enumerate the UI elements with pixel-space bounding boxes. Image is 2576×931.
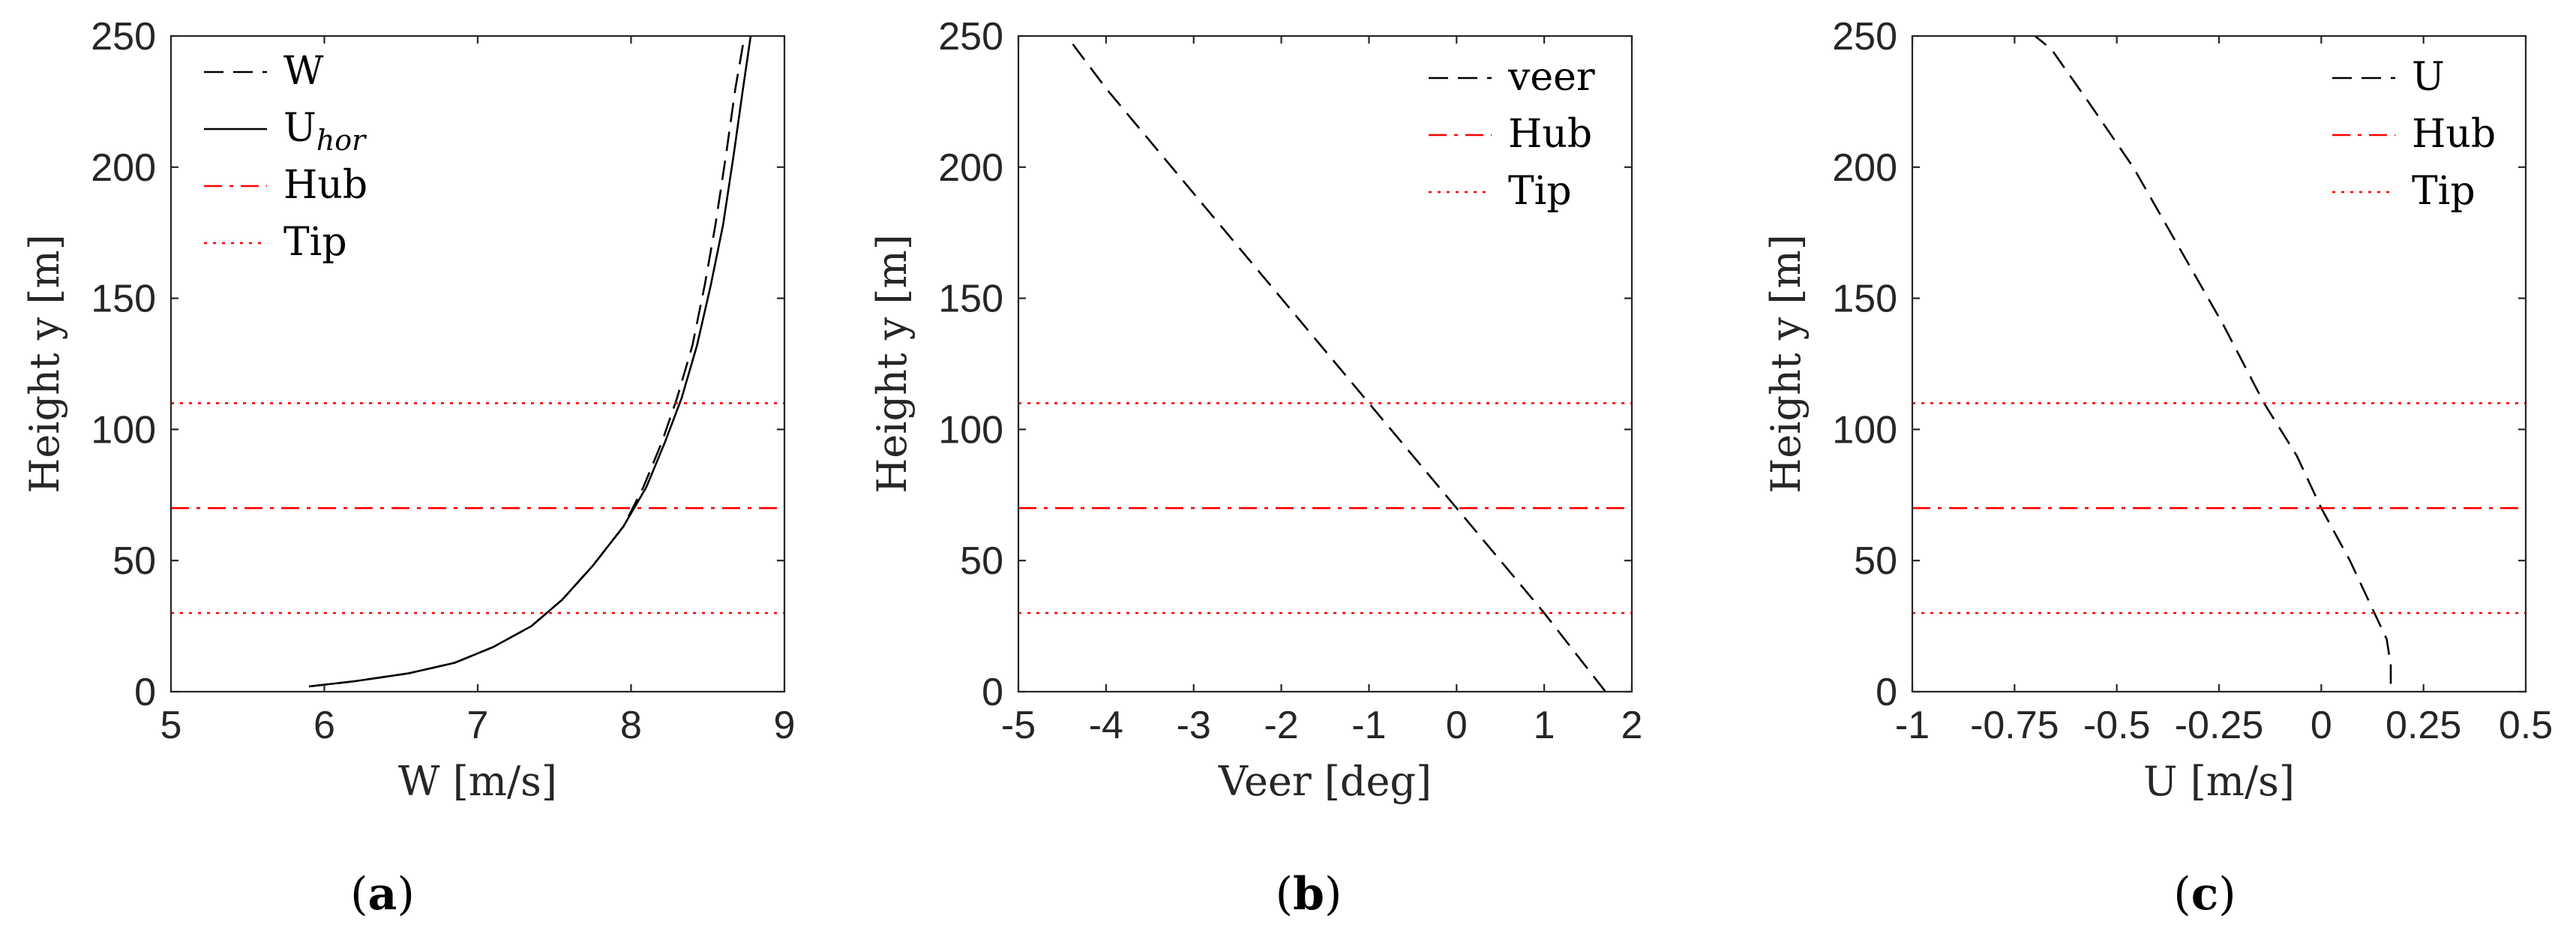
y-tick-label: 0 xyxy=(982,671,1003,714)
y-tick-label: 200 xyxy=(1832,146,1897,190)
x-tick-label: -4 xyxy=(1089,704,1123,747)
y-tick-label: 50 xyxy=(1854,539,1897,583)
x-tick-label: 5 xyxy=(160,704,182,747)
x-tick-label: 0 xyxy=(2311,704,2332,747)
chart-panel-c: -1 -0.75 -0.5 -0.25 0 0.25 0.5 0 50 100 150 200 250 U… xyxy=(1762,15,2553,920)
x-tick-label: -2 xyxy=(1264,704,1298,747)
x-tick-label: 7 xyxy=(467,704,489,747)
legend-label-tip: Tip xyxy=(2412,169,2476,214)
legend: U Hub Tip xyxy=(2332,55,2496,214)
x-axis-label: Veer [deg] xyxy=(1218,758,1432,805)
legend-label-tip: Tip xyxy=(283,220,347,265)
y-tick-label: 250 xyxy=(91,15,156,59)
series-line-w xyxy=(308,36,746,688)
y-axis-label: Height y [m] xyxy=(868,234,916,494)
x-tick-label: 9 xyxy=(774,704,796,747)
legend-label-u-hor: Uhor xyxy=(283,106,367,157)
legend-label-w: W xyxy=(283,49,324,94)
x-tick-label: 0.5 xyxy=(2499,704,2553,747)
plot-area xyxy=(1018,36,1632,692)
y-tick-label: 0 xyxy=(1876,671,1897,714)
panel-label: (c) xyxy=(2173,868,2236,920)
x-tick-label: 1 xyxy=(1534,704,1555,747)
x-tick-label: -5 xyxy=(1001,704,1036,747)
x-tick-label: 0 xyxy=(1446,704,1468,747)
axes-frame xyxy=(1017,35,1633,693)
y-tick-label: 100 xyxy=(91,408,156,452)
x-tick-label: -1 xyxy=(1351,704,1386,747)
series-line-u-hor xyxy=(308,36,752,688)
legend: W Uhor Hub Tip xyxy=(204,49,367,265)
legend-label-u: U xyxy=(2412,55,2445,100)
legend-label-veer: veer xyxy=(1507,55,1595,100)
chart-panel-b: -5 -4 -3 -2 -1 0 1 2 0 50 100 150 200 250 Veer [deg] He… xyxy=(868,15,1642,920)
y-tick-label: 200 xyxy=(938,146,1003,190)
y-tick-label: 100 xyxy=(1832,408,1897,452)
y-tick-label: 150 xyxy=(91,278,156,321)
plot-area xyxy=(171,36,784,688)
series-line-u xyxy=(2034,36,2392,684)
legend-label-hub: Hub xyxy=(1508,112,1592,157)
y-tick-label: 50 xyxy=(960,539,1003,583)
plot-area xyxy=(1912,36,2526,684)
y-tick-label: 200 xyxy=(91,146,156,190)
panel-label: (a) xyxy=(350,868,415,920)
x-tick-label: 6 xyxy=(313,704,335,747)
legend-label-hub: Hub xyxy=(2412,112,2496,157)
panel-label: (b) xyxy=(1276,868,1342,920)
chart-panel-a: 5 6 7 8 9 0 50 100 150 200 250 W [m/s] Height y [m] W… xyxy=(21,15,795,920)
x-axis-label: W [m/s] xyxy=(398,758,557,805)
y-axis-label: Height y [m] xyxy=(21,234,68,494)
y-tick-label: 250 xyxy=(1832,15,1897,59)
y-tick-label: 150 xyxy=(1832,278,1897,321)
y-tick-label: 100 xyxy=(938,408,1003,452)
y-tick-label: 50 xyxy=(112,539,156,583)
y-tick-label: 0 xyxy=(134,671,156,714)
y-axis-label: Height y [m] xyxy=(1762,234,1810,494)
x-tick-label: -3 xyxy=(1177,704,1211,747)
x-tick-label: -1 xyxy=(1895,704,1930,747)
legend-label-hub: Hub xyxy=(283,163,367,208)
x-axis-label: U [m/s] xyxy=(2143,758,2295,805)
x-tick-label: -0.25 xyxy=(2175,704,2264,747)
x-tick-label: 0.25 xyxy=(2386,704,2461,747)
series-line-veer xyxy=(1066,36,1606,692)
legend-label-tip: Tip xyxy=(1508,169,1572,214)
x-tick-label: 2 xyxy=(1621,704,1643,747)
x-tick-label: -0.75 xyxy=(1970,704,2059,747)
legend: veer Hub Tip xyxy=(1429,55,1595,214)
x-tick-label: -0.5 xyxy=(2083,704,2151,747)
y-tick-label: 150 xyxy=(938,278,1003,321)
y-tick-label: 250 xyxy=(938,15,1003,59)
x-tick-label: 8 xyxy=(620,704,642,747)
